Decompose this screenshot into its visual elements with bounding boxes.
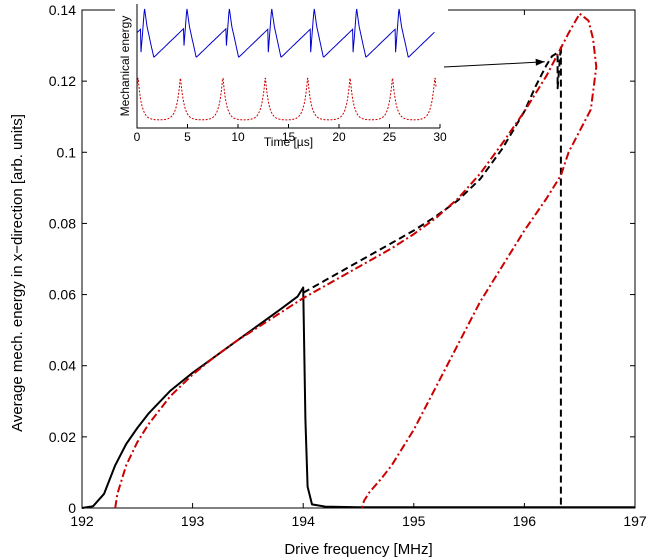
y-tick-label: 0: [68, 500, 76, 516]
inset-x-tick-label: 25: [383, 130, 397, 144]
x-tick-label: 194: [292, 513, 316, 529]
y-tick-label: 0.04: [49, 358, 76, 374]
x-tick-label: 193: [181, 513, 205, 529]
y-tick-label: 0.06: [49, 287, 76, 303]
x-tick-label: 197: [623, 513, 647, 529]
arrow-shaft: [443, 61, 545, 68]
series-line-solid: [81, 286, 635, 509]
inset-axes: 0 5 10 15 20 25 30 Time [µs] Mechanical energy: [115, 2, 448, 158]
inset-x-tick-label: 30: [433, 130, 447, 144]
x-tick-label: 196: [513, 513, 537, 529]
main-series: [81, 12, 635, 509]
inset-x-tick-label: 5: [184, 130, 191, 144]
annotation-arrow: [443, 58, 545, 68]
inset-series-line-solid: [136, 8, 435, 58]
inset-x-tick-label: 10: [231, 130, 245, 144]
y-tick-label: 0.1: [57, 144, 77, 160]
inset-series: [136, 8, 437, 121]
inset-ticks: 0 5 10 15 20 25 30: [134, 124, 447, 144]
inset-series-line-dotted: [136, 77, 437, 121]
main-ticks: 192 193 194 195 196 197 0 0.02 0.04 0.06 0.08 0.1 0.…: [49, 2, 647, 529]
x-tick-label: 195: [402, 513, 426, 529]
y-tick-label: 0.12: [49, 73, 76, 89]
inset-x-axis-label: Time [µs]: [264, 135, 313, 149]
x-tick-label: 192: [70, 513, 94, 529]
inset-x-tick-label: 15: [282, 130, 296, 144]
inset-x-tick-label: 0: [134, 130, 141, 144]
inset-x-tick-label: 20: [332, 130, 346, 144]
series-line-dashed: [302, 44, 562, 508]
y-axis-label: Average mech. energy in x−direction [arb…: [9, 114, 26, 432]
main-axes: 192 193 194 195 196 197 0 0.02 0.04 0.06 0.08 0.1 0.…: [9, 2, 647, 558]
x-axis-label: Drive frequency [MHz]: [284, 541, 432, 558]
arrow-head: [535, 58, 545, 66]
y-tick-label: 0.08: [49, 215, 76, 231]
series-line-dash-dot: [114, 12, 598, 509]
inset-y-axis-label: Mechanical energy: [118, 16, 132, 117]
y-tick-label: 0.02: [49, 429, 76, 445]
y-tick-label: 0.14: [49, 2, 76, 18]
